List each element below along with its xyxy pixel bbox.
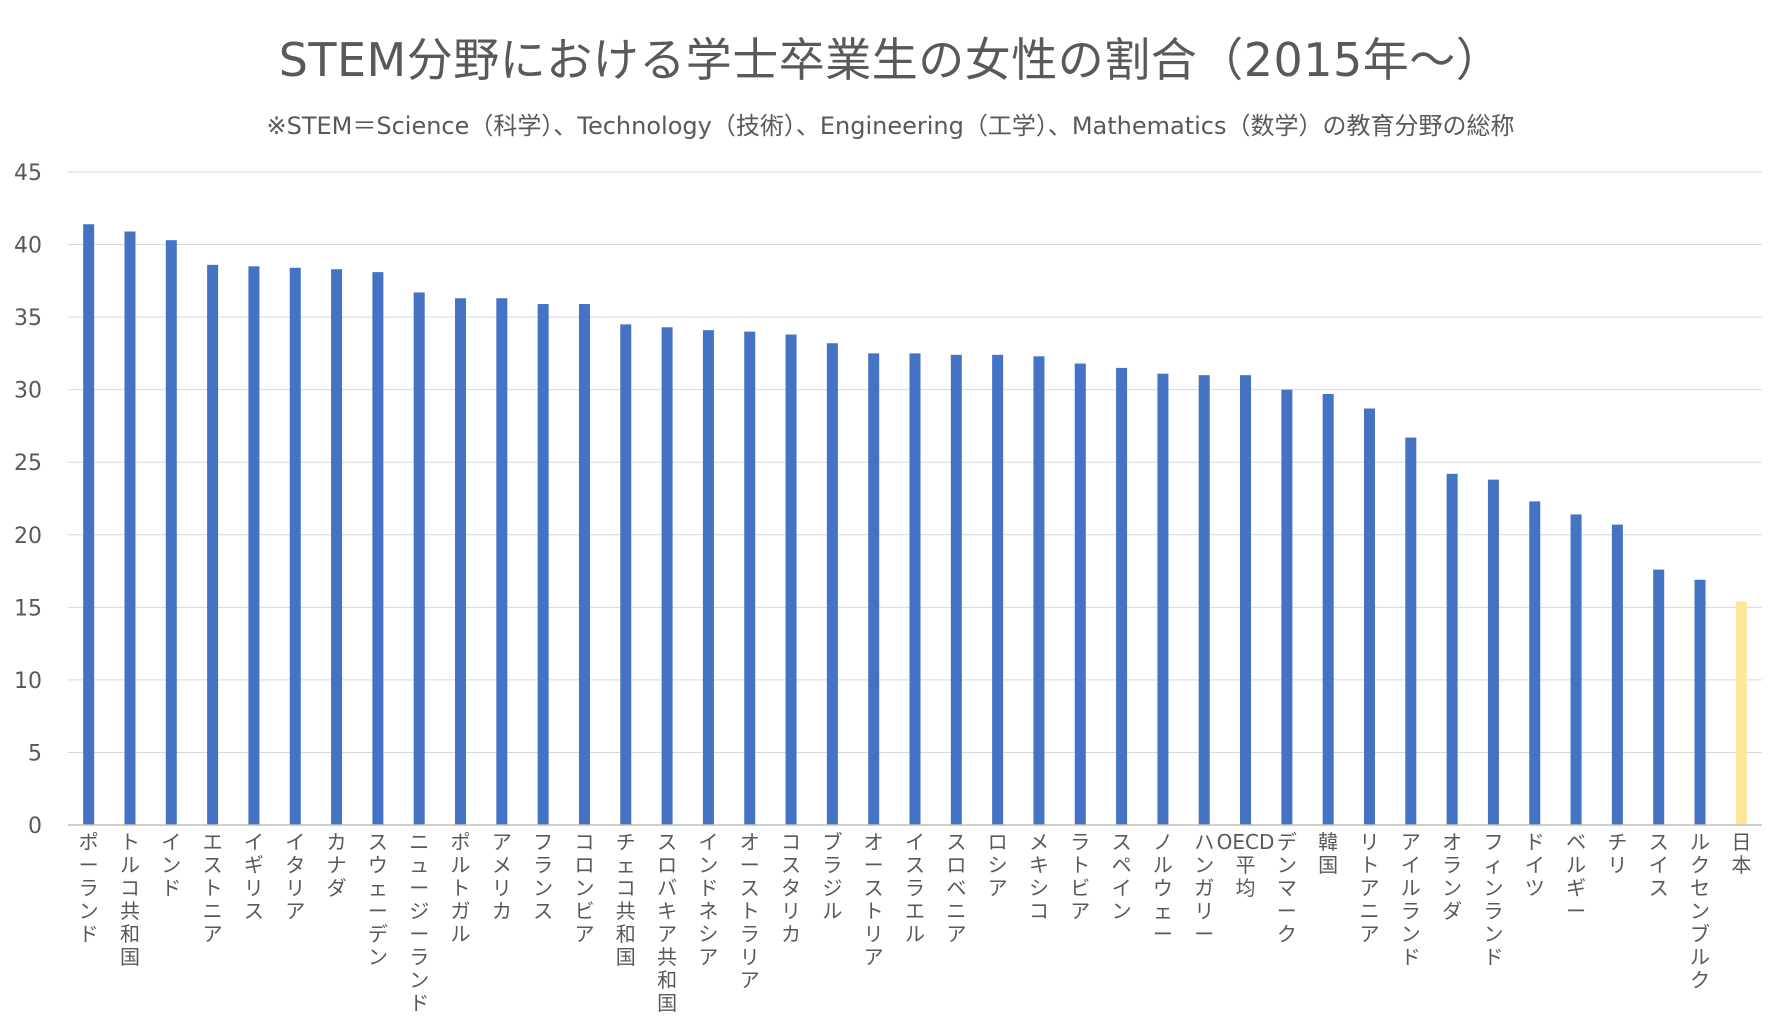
bar bbox=[289, 267, 301, 826]
x-category-label: ルクセンブルク bbox=[1690, 830, 1710, 992]
bar bbox=[207, 264, 219, 826]
x-category-label: オーストリア bbox=[864, 830, 884, 969]
bar bbox=[496, 298, 508, 825]
y-tick-label: 15 bbox=[14, 596, 42, 621]
x-category-label: ドイツ bbox=[1525, 830, 1545, 900]
x-category-label: フィンランド bbox=[1483, 830, 1503, 969]
bar bbox=[992, 354, 1004, 825]
y-tick-label: 40 bbox=[14, 234, 42, 259]
bar bbox=[1033, 356, 1045, 825]
bar bbox=[578, 304, 590, 825]
bar bbox=[248, 266, 260, 825]
x-category-label: コスタリカ bbox=[781, 830, 801, 946]
x-category-label: エストニア bbox=[203, 830, 223, 946]
x-category-label: オーストラリア bbox=[740, 830, 760, 992]
y-tick-label: 20 bbox=[14, 524, 42, 549]
bar bbox=[1074, 363, 1086, 825]
x-category-label: OECD 平均 bbox=[1217, 830, 1275, 900]
bar bbox=[165, 240, 177, 826]
x-category-label: アメリカ bbox=[492, 830, 512, 923]
bar bbox=[620, 324, 632, 825]
bar bbox=[1322, 394, 1334, 825]
bar bbox=[1611, 524, 1623, 825]
y-tick-label: 45 bbox=[14, 161, 42, 186]
bar bbox=[1240, 375, 1252, 825]
x-category-label: インド bbox=[161, 830, 181, 900]
chart-title: STEM分野における学士卒業生の女性の割合（2015年～） bbox=[278, 33, 1503, 87]
bar bbox=[1198, 375, 1210, 825]
x-category-label: メキシコ bbox=[1029, 830, 1049, 923]
x-category-label: オランダ bbox=[1442, 830, 1462, 923]
bar bbox=[455, 298, 467, 825]
bar bbox=[83, 224, 95, 826]
bar bbox=[868, 353, 880, 825]
x-category-label: チリ bbox=[1607, 830, 1627, 877]
y-tick-label: 25 bbox=[14, 451, 42, 476]
y-tick-label: 0 bbox=[28, 814, 42, 839]
bar bbox=[1694, 579, 1706, 825]
x-category-label: ポルトガル bbox=[451, 830, 471, 946]
x-category-label: 韓国 bbox=[1318, 830, 1338, 877]
x-category-label: イタリア bbox=[285, 830, 305, 923]
bar bbox=[1281, 389, 1293, 825]
y-tick-label: 35 bbox=[14, 306, 42, 331]
chart-subtitle: ※STEM＝Science（科学）、Technology（技術）、Enginee… bbox=[266, 112, 1515, 140]
x-category-label: スウェーデン bbox=[368, 830, 388, 969]
bar bbox=[1157, 373, 1169, 825]
x-category-label: コロンビア bbox=[574, 830, 594, 946]
bar bbox=[1405, 437, 1417, 825]
bar bbox=[1570, 514, 1582, 825]
x-category-label: ノルウェー bbox=[1153, 830, 1173, 946]
bar bbox=[372, 272, 384, 825]
bar bbox=[1363, 408, 1375, 825]
bar bbox=[413, 292, 425, 825]
x-category-label: ブラジル bbox=[822, 830, 842, 923]
x-category-label: チェコ共和国 bbox=[616, 830, 636, 969]
x-category-label: ベルギー bbox=[1566, 830, 1586, 923]
bar bbox=[702, 330, 714, 825]
bar bbox=[124, 231, 136, 826]
x-category-label: イスラエル bbox=[905, 830, 925, 946]
x-category-label: スペイン bbox=[1112, 830, 1132, 923]
bar bbox=[331, 269, 343, 825]
x-category-label: トルコ共和国 bbox=[120, 830, 140, 969]
bar bbox=[744, 331, 756, 825]
x-category-label: ロシア bbox=[988, 830, 1008, 900]
bar bbox=[1735, 601, 1747, 825]
bar bbox=[826, 343, 838, 825]
bar bbox=[1653, 569, 1665, 825]
x-category-label: ポーランド bbox=[79, 830, 99, 946]
y-tick-label: 5 bbox=[28, 741, 42, 766]
bar bbox=[1487, 479, 1499, 825]
y-tick-label: 30 bbox=[14, 379, 42, 404]
x-category-label: デンマーク bbox=[1277, 830, 1297, 946]
x-category-label: アイルランド bbox=[1401, 830, 1421, 969]
x-category-label: スイス bbox=[1649, 830, 1669, 900]
bar bbox=[785, 334, 797, 825]
bar bbox=[1116, 367, 1128, 825]
bar bbox=[1529, 501, 1541, 825]
bar bbox=[661, 327, 673, 825]
bar bbox=[1446, 473, 1458, 825]
bar bbox=[909, 353, 921, 825]
bar bbox=[537, 304, 549, 825]
x-category-label: ハンガリー bbox=[1194, 830, 1214, 946]
x-category-label: ラトビア bbox=[1070, 830, 1090, 923]
x-category-label: ニュージーランド bbox=[409, 830, 429, 1015]
x-category-label: スロバキア共和国 bbox=[657, 830, 677, 1015]
y-tick-label: 10 bbox=[14, 669, 42, 694]
x-category-label: インドネシア bbox=[698, 830, 718, 969]
x-category-label: カナダ bbox=[327, 830, 347, 900]
x-category-label: スロベニア bbox=[946, 830, 966, 946]
x-category-label: イギリス bbox=[244, 830, 264, 923]
x-category-label: 日本 bbox=[1731, 830, 1751, 877]
bar bbox=[950, 354, 962, 825]
x-category-label: フランス bbox=[533, 830, 553, 923]
x-category-label: リトアニア bbox=[1359, 830, 1379, 946]
